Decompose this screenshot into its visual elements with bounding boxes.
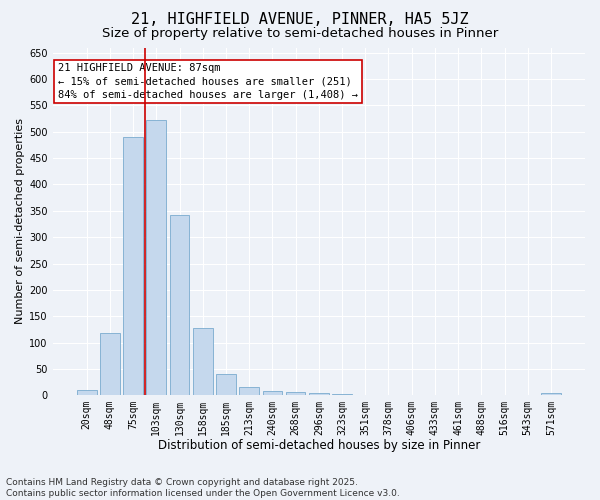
Bar bbox=[263, 391, 282, 395]
X-axis label: Distribution of semi-detached houses by size in Pinner: Distribution of semi-detached houses by … bbox=[158, 440, 480, 452]
Text: Contains HM Land Registry data © Crown copyright and database right 2025.
Contai: Contains HM Land Registry data © Crown c… bbox=[6, 478, 400, 498]
Bar bbox=[355, 394, 375, 395]
Bar bbox=[379, 394, 398, 395]
Bar bbox=[146, 120, 166, 395]
Bar bbox=[170, 214, 190, 395]
Bar bbox=[100, 333, 120, 395]
Bar bbox=[332, 394, 352, 395]
Bar bbox=[541, 393, 561, 395]
Text: 21 HIGHFIELD AVENUE: 87sqm
← 15% of semi-detached houses are smaller (251)
84% o: 21 HIGHFIELD AVENUE: 87sqm ← 15% of semi… bbox=[58, 63, 358, 100]
Bar bbox=[286, 392, 305, 395]
Bar bbox=[239, 387, 259, 395]
Bar bbox=[216, 374, 236, 395]
Text: Size of property relative to semi-detached houses in Pinner: Size of property relative to semi-detach… bbox=[102, 28, 498, 40]
Bar bbox=[402, 394, 422, 395]
Text: 21, HIGHFIELD AVENUE, PINNER, HA5 5JZ: 21, HIGHFIELD AVENUE, PINNER, HA5 5JZ bbox=[131, 12, 469, 28]
Bar bbox=[193, 328, 212, 395]
Bar bbox=[77, 390, 97, 395]
Bar bbox=[309, 392, 329, 395]
Y-axis label: Number of semi-detached properties: Number of semi-detached properties bbox=[15, 118, 25, 324]
Bar bbox=[123, 137, 143, 395]
